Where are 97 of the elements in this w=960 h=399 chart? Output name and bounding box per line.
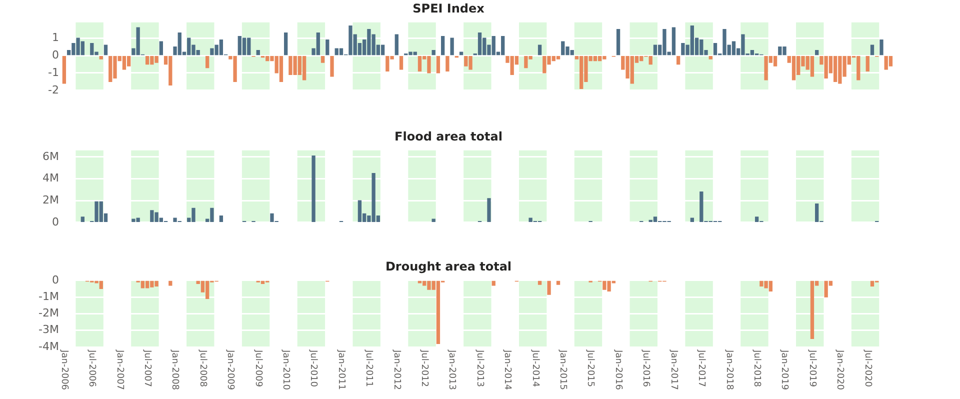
x-tick-label: Jan-2012 — [391, 349, 402, 390]
bar — [326, 40, 330, 56]
bar — [538, 44, 542, 56]
x-tick-label: Jan-2016 — [612, 349, 623, 390]
chart-title: Flood area total — [394, 129, 502, 144]
bar — [104, 44, 108, 56]
x-tick-label: Jan-2017 — [668, 349, 678, 390]
bar — [284, 32, 288, 56]
x-tick-label: Jan-2014 — [502, 349, 512, 390]
chart-title: Drought area total — [385, 259, 512, 274]
x-tick-label: Jul-2015 — [585, 349, 596, 388]
bar — [312, 156, 316, 222]
bar — [242, 38, 246, 56]
chart-title: SPEI Index — [412, 1, 485, 16]
bar — [330, 56, 334, 77]
x-tick-label: Jan-2015 — [558, 349, 568, 390]
x-tick-label: Jul-2006 — [86, 349, 97, 388]
bar — [556, 56, 560, 60]
bar — [880, 40, 884, 56]
bar — [459, 52, 464, 56]
x-tick-label: Jan-2009 — [225, 349, 236, 390]
bar — [708, 56, 712, 60]
y-tick-label: 4M — [42, 172, 59, 185]
bar — [380, 44, 385, 56]
bar — [478, 32, 482, 56]
y-tick-label: 6M — [42, 150, 59, 163]
bar — [450, 38, 454, 56]
bar — [446, 56, 450, 72]
bar — [732, 41, 736, 56]
x-tick-label: Jul-2020 — [862, 349, 872, 388]
bar — [256, 50, 260, 56]
bar — [676, 56, 680, 65]
x-tick-label: Jul-2013 — [474, 349, 484, 388]
x-tick-label: Jul-2010 — [308, 349, 318, 388]
bar — [487, 198, 491, 222]
bar — [792, 56, 796, 80]
x-tick-label: Jan-2010 — [280, 349, 290, 390]
x-tick-label: Jan-2019 — [779, 349, 790, 390]
bar — [339, 48, 344, 56]
bar — [159, 41, 163, 56]
bar — [302, 56, 306, 80]
y-tick-label: -1M — [38, 290, 59, 303]
bar — [122, 56, 126, 70]
bar — [206, 56, 210, 68]
bar — [815, 50, 819, 56]
bar — [888, 56, 893, 66]
bar — [810, 56, 814, 77]
y-tick-label: -3M — [38, 323, 59, 336]
y-tick-label: 1 — [52, 30, 59, 44]
bar — [279, 56, 284, 82]
x-tick-label: Jul-2008 — [197, 349, 208, 388]
y-tick-label: 0 — [52, 273, 59, 286]
bar — [870, 44, 874, 56]
x-tick-label: Jul-2018 — [751, 349, 762, 388]
x-tick-label: Jan-2020 — [834, 349, 845, 390]
x-tick-label: Jan-2007 — [114, 349, 124, 390]
x-tick-label: Jul-2019 — [806, 349, 817, 388]
bar — [672, 27, 676, 56]
x-tick-label: Jan-2018 — [724, 349, 734, 390]
bar — [653, 216, 658, 222]
bar — [80, 216, 84, 222]
x-tick-label: Jul-2016 — [640, 349, 651, 388]
x-tick-label: Jan-2006 — [58, 349, 69, 390]
y-tick-label: -1 — [48, 66, 59, 79]
bar — [653, 44, 658, 56]
y-tick-label: 0 — [52, 215, 59, 228]
x-tick-label: Jan-2011 — [336, 349, 346, 390]
bar — [418, 56, 422, 72]
bar — [394, 34, 398, 56]
x-tick-label: Jul-2007 — [142, 349, 152, 388]
x-tick-label: Jul-2011 — [364, 349, 374, 388]
x-tick-label: Jan-2013 — [446, 349, 457, 390]
bar — [616, 29, 620, 56]
bar — [219, 216, 224, 222]
bar — [358, 200, 362, 222]
bar — [593, 56, 598, 62]
bar — [440, 36, 445, 56]
bar — [436, 56, 440, 74]
bar — [773, 56, 778, 66]
bar — [713, 42, 718, 56]
y-tick-label: 0 — [52, 48, 59, 62]
bar — [866, 56, 870, 72]
bar — [99, 56, 103, 60]
x-tick-label: Jul-2009 — [252, 349, 263, 388]
bar — [399, 56, 404, 70]
x-tick-label: Jul-2012 — [419, 349, 430, 388]
bar — [690, 218, 694, 222]
bar — [320, 56, 325, 63]
x-tick-label: Jan-2008 — [170, 349, 180, 390]
y-tick-label: -2M — [38, 306, 59, 320]
bar — [62, 56, 66, 84]
y-tick-label: 2M — [42, 193, 59, 206]
y-tick-label: -4M — [38, 340, 59, 353]
y-tick-label: -2 — [48, 83, 59, 96]
x-tick-label: Jul-2014 — [530, 349, 540, 388]
bar — [432, 50, 436, 56]
x-tick-label: Jul-2017 — [696, 349, 706, 388]
